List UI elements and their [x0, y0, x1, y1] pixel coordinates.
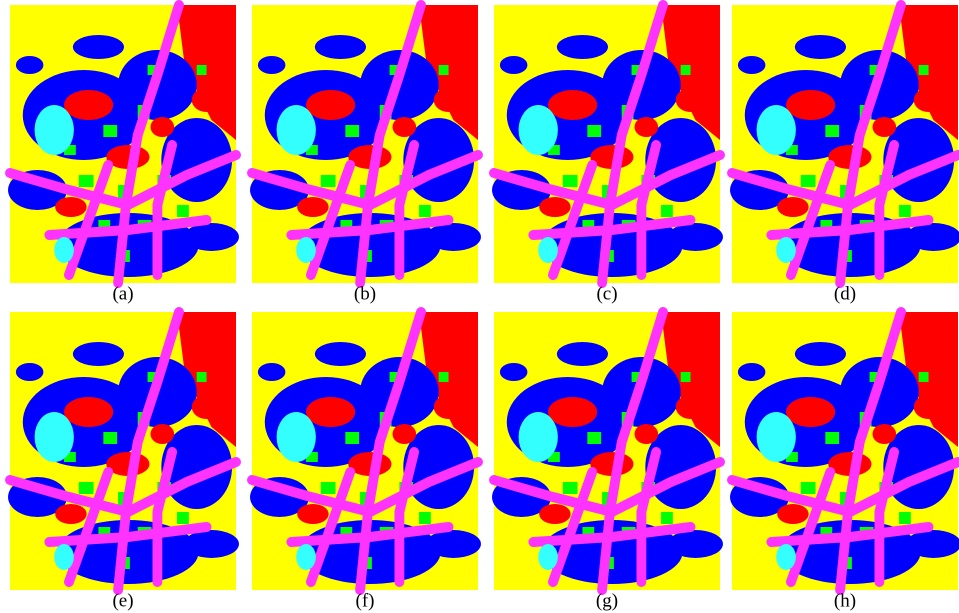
segmentation-map	[730, 5, 959, 283]
panel-caption: (b)	[354, 283, 376, 304]
panel-caption: (a)	[112, 283, 133, 304]
segmentation-map	[492, 312, 723, 590]
panel-caption: (g)	[596, 590, 618, 611]
panel-caption: (c)	[596, 283, 617, 304]
panel-caption: (e)	[112, 590, 133, 611]
segmentation-map	[250, 5, 481, 283]
segmentation-map	[730, 312, 959, 590]
panel-caption: (d)	[834, 283, 856, 304]
segmentation-map	[8, 312, 239, 590]
segmentation-map	[8, 5, 239, 283]
panel-caption: (h)	[834, 590, 856, 611]
segmentation-map	[250, 312, 481, 590]
segmentation-map	[492, 5, 723, 283]
figure: (a) (b) (c) (d) (e) (f) (g) (h)	[0, 0, 959, 613]
panel-caption: (f)	[356, 590, 375, 611]
